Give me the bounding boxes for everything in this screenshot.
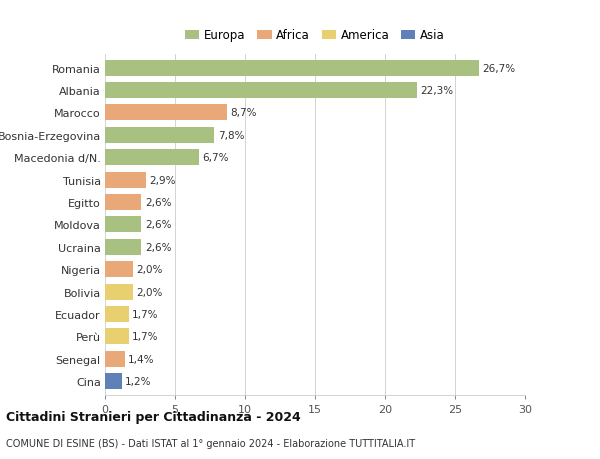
Bar	[105, 150, 199, 166]
Bar	[105, 373, 122, 389]
Text: 2,9%: 2,9%	[149, 175, 176, 185]
Bar	[105, 284, 133, 300]
Text: Cittadini Stranieri per Cittadinanza - 2024: Cittadini Stranieri per Cittadinanza - 2…	[6, 410, 301, 423]
Bar	[105, 329, 129, 345]
Bar	[105, 351, 125, 367]
Text: 7,8%: 7,8%	[218, 130, 244, 140]
Bar	[105, 195, 142, 211]
Text: 2,0%: 2,0%	[137, 264, 163, 274]
Text: 8,7%: 8,7%	[230, 108, 257, 118]
Text: 2,6%: 2,6%	[145, 220, 172, 230]
Text: 1,2%: 1,2%	[125, 376, 152, 386]
Text: 22,3%: 22,3%	[421, 86, 454, 96]
Text: 1,4%: 1,4%	[128, 354, 155, 364]
Bar	[105, 105, 227, 121]
Bar	[105, 61, 479, 77]
Bar	[105, 83, 417, 99]
Bar	[105, 128, 214, 144]
Bar	[105, 262, 133, 278]
Text: 2,6%: 2,6%	[145, 242, 172, 252]
Text: 26,7%: 26,7%	[482, 63, 515, 73]
Bar	[105, 239, 142, 255]
Text: 2,6%: 2,6%	[145, 197, 172, 207]
Text: 1,7%: 1,7%	[133, 332, 159, 341]
Text: 6,7%: 6,7%	[202, 153, 229, 163]
Text: 2,0%: 2,0%	[137, 287, 163, 297]
Text: COMUNE DI ESINE (BS) - Dati ISTAT al 1° gennaio 2024 - Elaborazione TUTTITALIA.I: COMUNE DI ESINE (BS) - Dati ISTAT al 1° …	[6, 438, 415, 448]
Text: 1,7%: 1,7%	[133, 309, 159, 319]
Bar	[105, 217, 142, 233]
Bar	[105, 172, 146, 188]
Bar	[105, 306, 129, 322]
Legend: Europa, Africa, America, Asia: Europa, Africa, America, Asia	[185, 29, 445, 42]
